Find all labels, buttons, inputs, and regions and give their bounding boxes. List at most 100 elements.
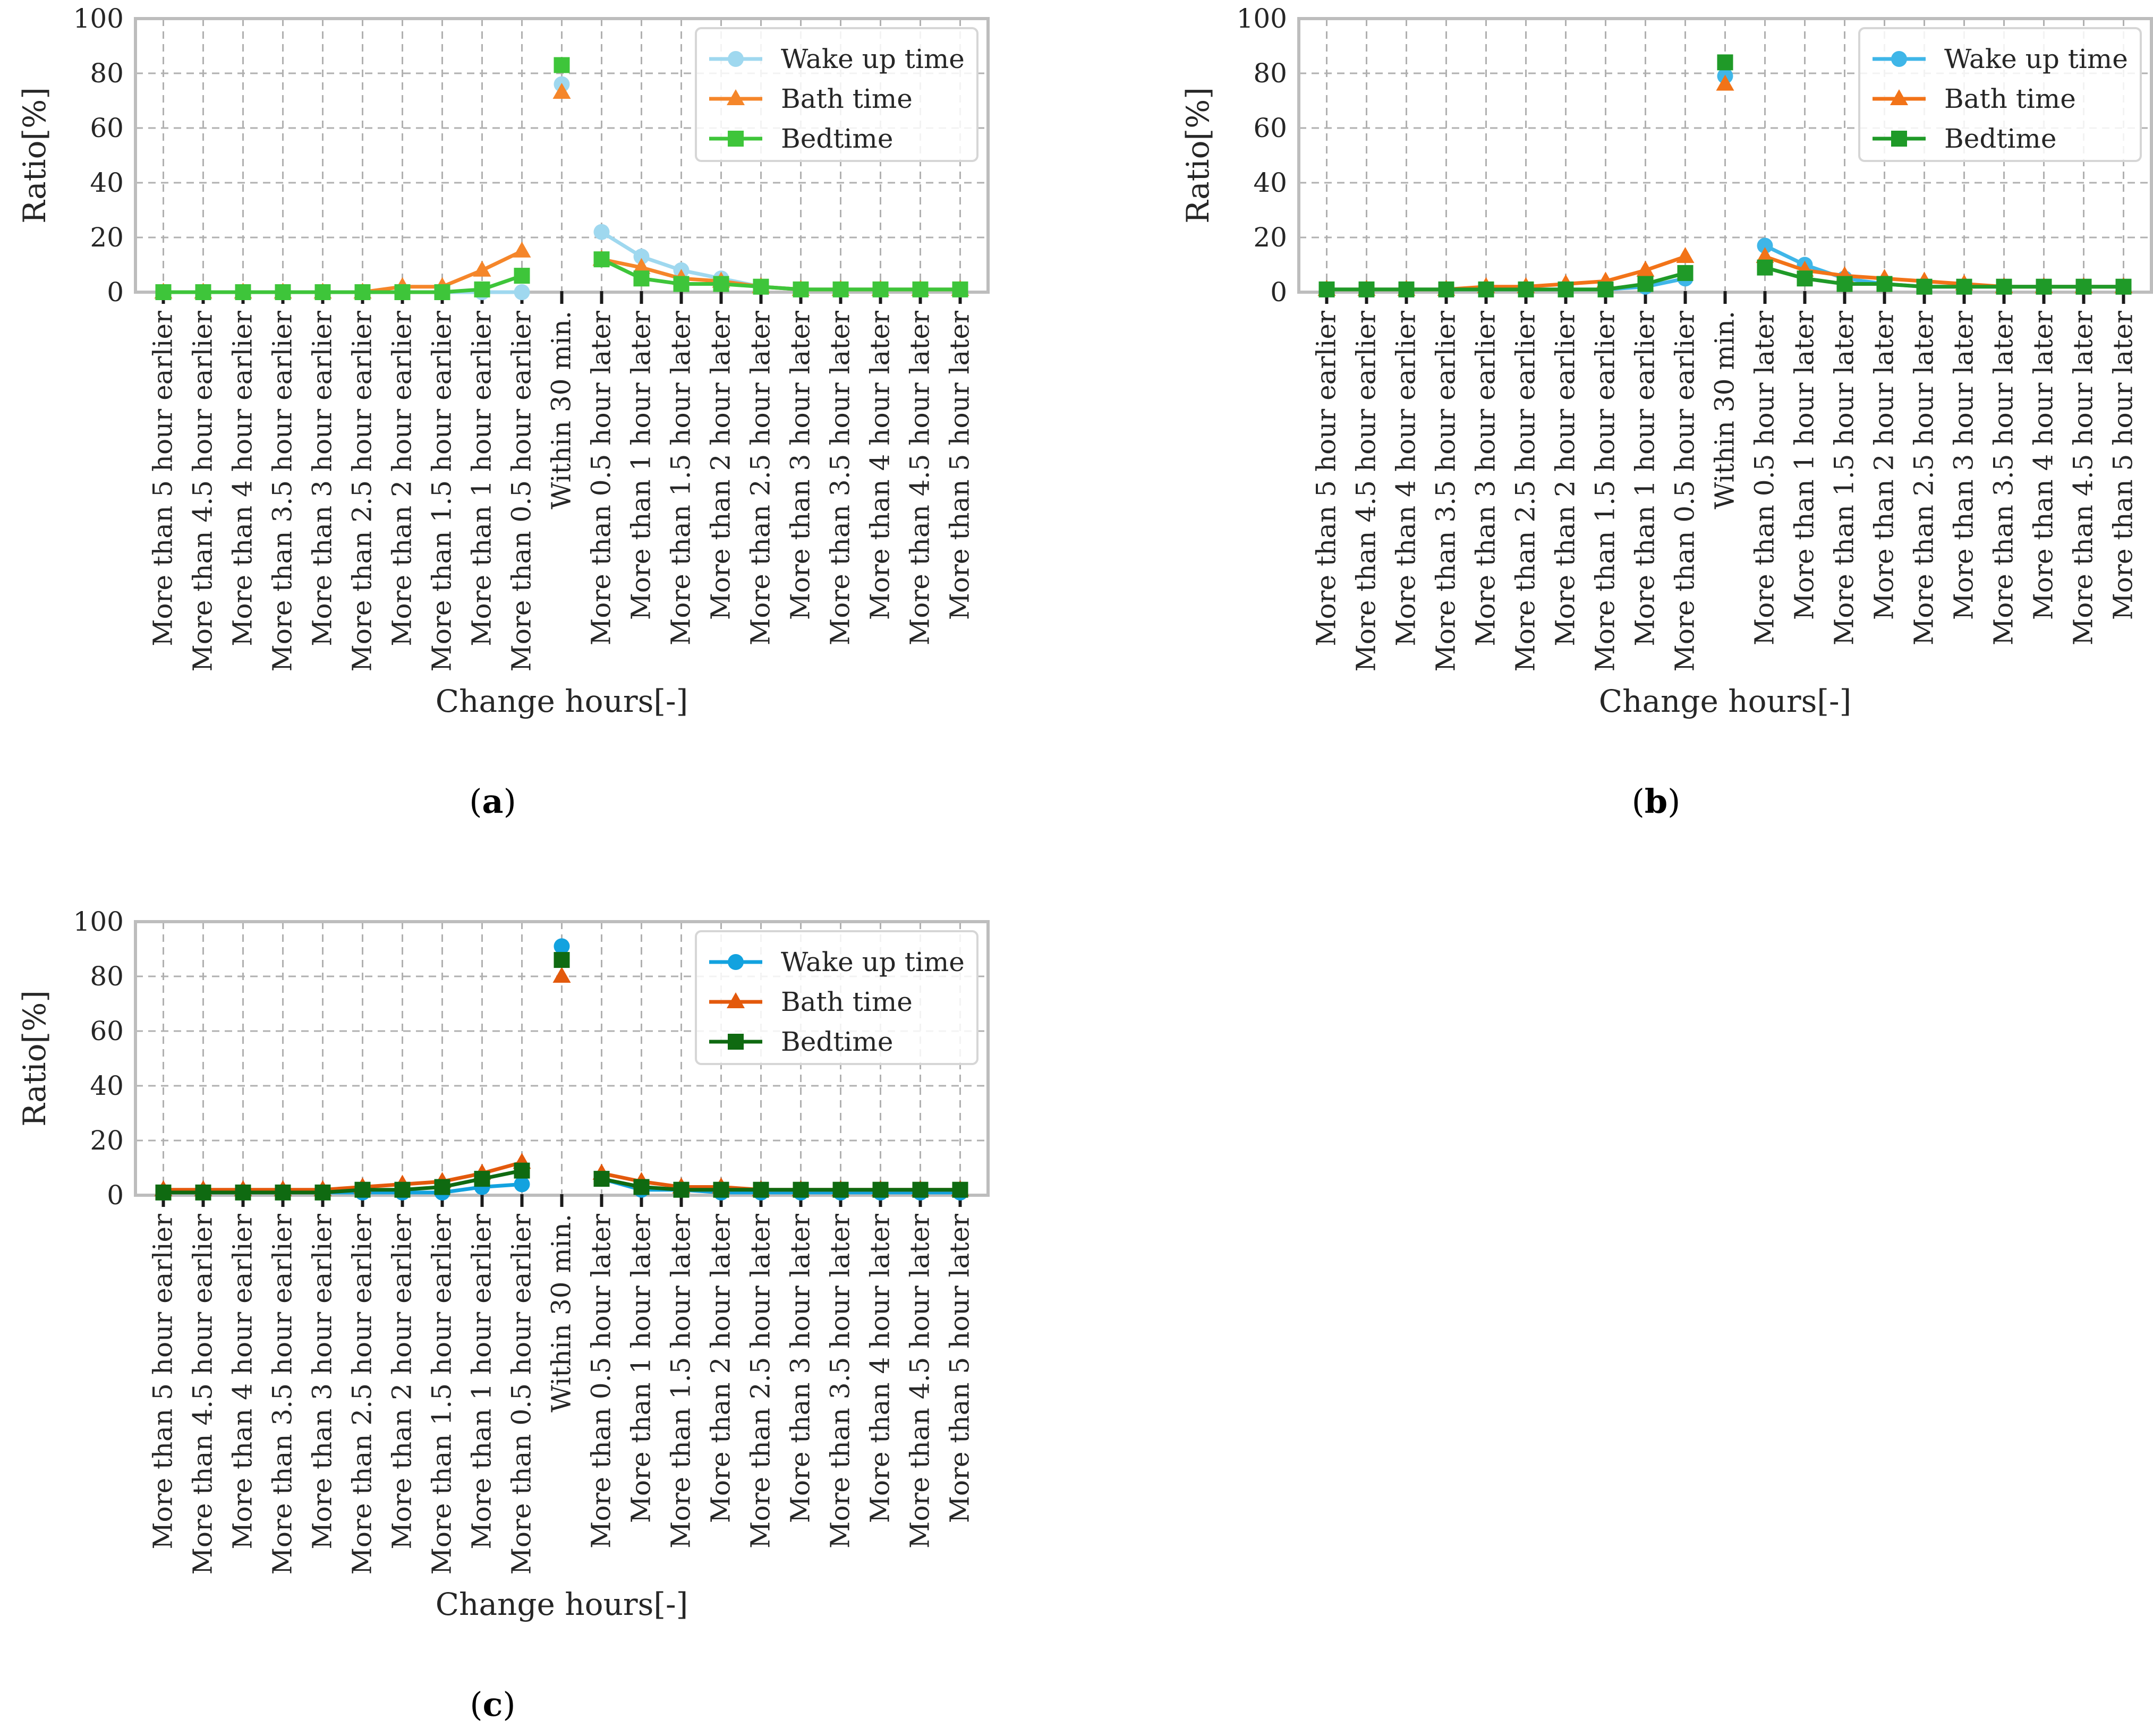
data-point-square [832, 1181, 849, 1198]
x-tick-label: More than 2.5 hour later [1909, 311, 1939, 645]
data-point-square [793, 281, 809, 297]
series-line [601, 257, 960, 292]
data-point-square [1717, 54, 1733, 71]
legend-marker-circle [728, 51, 744, 67]
x-tick-label: More than 0.5 hour later [586, 1214, 617, 1548]
data-point-square [1637, 276, 1654, 292]
y-tick-label: 100 [73, 3, 124, 34]
data-point-circle [1757, 237, 1773, 254]
data-point-square [554, 57, 570, 73]
x-tick-label: More than 1.5 hour earlier [427, 311, 457, 671]
x-tick-label: More than 4 hour earlier [227, 311, 258, 646]
data-point-square [633, 270, 650, 287]
x-tick-label: More than 4 hour later [865, 311, 896, 620]
data-point-triangle [1716, 74, 1734, 91]
x-tick-label: More than 4 hour later [2028, 311, 2059, 620]
data-point-square [394, 284, 411, 300]
data-point-square [1916, 278, 1933, 295]
y-tick-label: 40 [1253, 167, 1287, 198]
series-line [163, 1160, 523, 1192]
chart-panel-b: 0 20 40 60 80 100 More than 5 hour earlier More… [1163, 0, 2153, 861]
data-point-square [514, 268, 530, 284]
data-point-circle [514, 1176, 530, 1193]
x-tick-label: More than 3.5 hour earlier [267, 311, 298, 671]
x-axis-label: Change hours[-] [1599, 683, 1852, 719]
series-line [1764, 266, 2124, 289]
data-point-square [155, 1184, 172, 1201]
series-line [163, 274, 523, 294]
data-point-square [314, 1184, 331, 1201]
y-tick-label: 0 [107, 1180, 124, 1211]
x-tick-label: More than 1 hour later [626, 1214, 657, 1523]
x-tick-label: More than 4.5 hour earlier [1351, 311, 1382, 671]
data-point-square [1677, 265, 1694, 281]
legend-box [695, 27, 978, 162]
x-tick-label: More than 5 hour later [944, 1214, 975, 1523]
data-point-square [1757, 259, 1773, 276]
data-point-circle [593, 224, 610, 240]
legend-label: Bedtime [781, 1026, 893, 1057]
x-tick-label: More than 1 hour later [626, 311, 657, 620]
x-tick-label: More than 4 hour earlier [227, 1214, 258, 1550]
data-point-square [195, 284, 211, 300]
data-point-square [952, 281, 968, 297]
data-point-square [713, 276, 729, 292]
data-point-circle [514, 284, 530, 300]
x-axis-label: Change hours[-] [436, 1586, 688, 1622]
y-tick-label: 80 [90, 961, 124, 992]
x-tick-label: More than 5 hour earlier [148, 1214, 178, 1550]
x-tick-label: More than 4.5 hour later [905, 1214, 935, 1548]
x-tick-label: More than 2.5 hour earlier [1510, 311, 1541, 671]
y-tick-label: 40 [90, 1070, 124, 1101]
y-tick-label: 60 [90, 1016, 124, 1046]
x-tick-label: More than 3 hour earlier [1470, 311, 1501, 646]
legend-marker-square [1891, 131, 1907, 147]
y-axis-label: Ratio[%] [1180, 87, 1216, 224]
x-tick-label: More than 1.5 hour later [666, 1214, 696, 1548]
data-point-square [434, 284, 450, 300]
y-tick-label: 0 [1270, 277, 1287, 308]
x-tick-label: More than 3.5 hour later [1988, 311, 2019, 645]
x-tick-label: More than 2.5 hour later [745, 311, 776, 645]
y-tick-label: 60 [90, 113, 124, 143]
data-point-square [872, 1181, 889, 1198]
legend-label: Bedtime [781, 123, 893, 154]
data-point-square [713, 1181, 729, 1198]
x-tick-label: More than 5 hour later [2108, 311, 2139, 620]
x-tick-label: More than 3.5 hour earlier [1431, 311, 1461, 671]
data-point-square [1797, 270, 1813, 287]
x-tick-label: More than 1 hour later [1789, 311, 1820, 620]
legend: Wake up time Bath time Bedtime [695, 930, 978, 1065]
data-point-square [872, 281, 889, 297]
y-tick-label: 60 [1253, 113, 1287, 143]
x-tick-label: More than 5 hour earlier [148, 311, 178, 646]
data-point-triangle [513, 241, 531, 258]
data-point-square [1398, 281, 1415, 297]
x-tick-label: More than 3 hour earlier [307, 1214, 338, 1550]
data-point-square [1518, 281, 1534, 297]
data-point-square [1358, 281, 1375, 297]
data-point-square [912, 1181, 929, 1198]
y-tick-label: 80 [90, 58, 124, 89]
legend-marker-triangle [1890, 89, 1908, 105]
x-tick-label: More than 0.5 hour earlier [506, 311, 537, 671]
y-axis-label: Ratio[%] [16, 990, 53, 1127]
data-point-square [1836, 276, 1853, 292]
legend: Wake up time Bath time Bedtime [1858, 27, 2142, 162]
data-point-square [2036, 278, 2052, 295]
x-tick-label: More than 2 hour later [705, 311, 736, 620]
line-chart-b: 0 20 40 60 80 100 More than 5 hour earlier More… [1180, 3, 2153, 821]
x-tick-label: More than 2 hour earlier [387, 311, 418, 646]
panel-caption: (b) [1632, 782, 1681, 821]
x-tick-label: More than 2.5 hour later [745, 1214, 776, 1548]
x-tick-label: More than 2 hour earlier [387, 1214, 418, 1550]
data-point-square [753, 278, 769, 295]
x-tick-label: More than 0.5 hour earlier [1670, 311, 1700, 671]
x-tick-label: More than 1.5 hour earlier [1590, 311, 1621, 671]
x-tick-label: More than 3.5 hour later [825, 1214, 856, 1548]
series-line [163, 249, 523, 294]
legend-marker-triangle [727, 89, 745, 105]
data-point-square [753, 1181, 769, 1198]
data-point-square [275, 284, 291, 300]
y-tick-label: 20 [1253, 222, 1287, 253]
